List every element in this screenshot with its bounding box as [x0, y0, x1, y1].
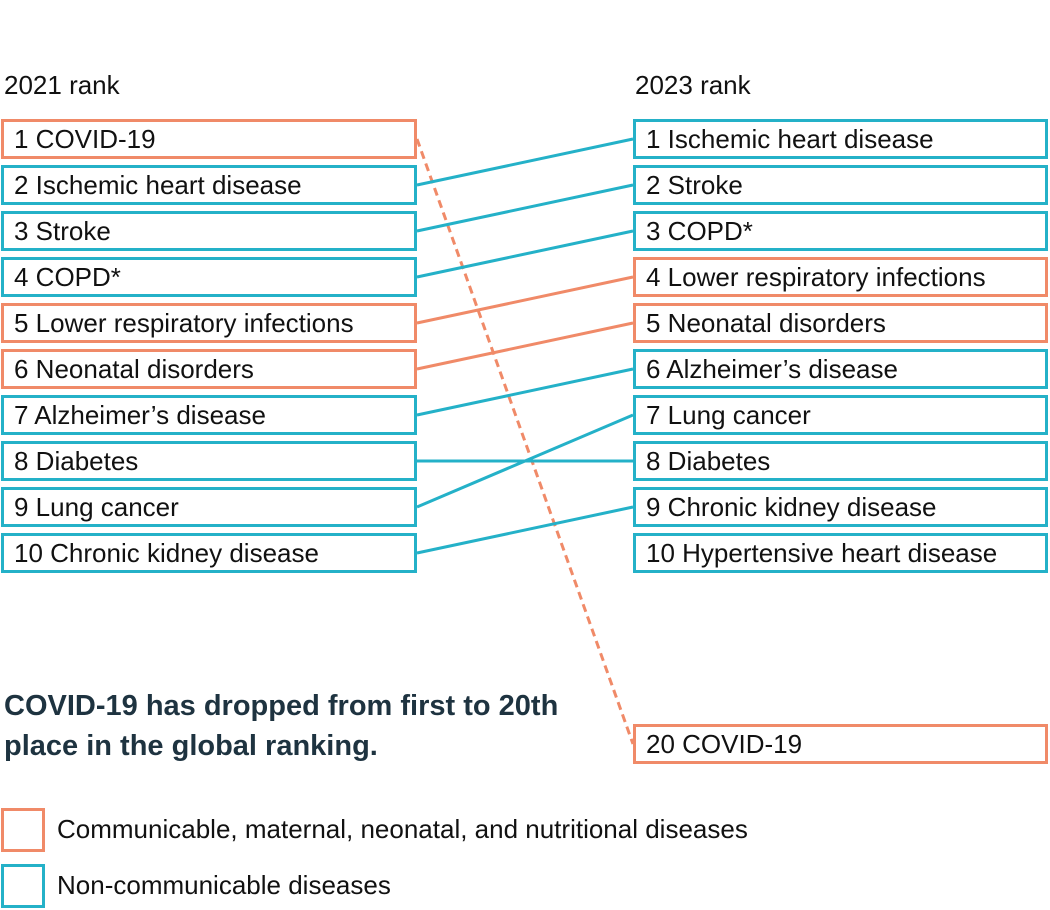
rank-2023-item-8: 8 Diabetes — [633, 441, 1048, 481]
connector-3-to-2 — [416, 183, 634, 233]
rank-2021-item-1: 1 COVID-19 — [1, 119, 417, 159]
rank-2021-item-3: 3 Stroke — [1, 211, 417, 251]
rank-2021-item-8: 8 Diabetes — [1, 441, 417, 481]
rank-2023-item-3: 3 COPD* — [633, 211, 1048, 251]
rank-2021-item-9: 9 Lung cancer — [1, 487, 417, 527]
rank-2023-item-9: 9 Chronic kidney disease — [633, 487, 1048, 527]
rank-2023-item-2: 2 Stroke — [633, 165, 1048, 205]
connector-5-to-4 — [416, 275, 634, 325]
rank-2023-item-4: 4 Lower respiratory infections — [633, 257, 1048, 297]
connector-1-to-20 — [415, 138, 635, 745]
legend-label-cmnn: Communicable, maternal, neonatal, and nu… — [57, 814, 748, 844]
connector-6-to-5 — [416, 321, 634, 371]
connector-9-to-7 — [416, 413, 634, 509]
header-2023-rank: 2023 rank — [635, 70, 751, 100]
rank-2021-item-5: 5 Lower respiratory infections — [1, 303, 417, 343]
rank-2021-item-10: 10 Chronic kidney disease — [1, 533, 417, 573]
rank-2021-item-7: 7 Alzheimer’s disease — [1, 395, 417, 435]
rank-2023-item-20: 20 COVID-19 — [633, 724, 1048, 764]
connector-7-to-6 — [416, 367, 634, 417]
connector-4-to-3 — [416, 229, 634, 279]
rank-2023-item-6: 6 Alzheimer’s disease — [633, 349, 1048, 389]
rank-2021-item-4: 4 COPD* — [1, 257, 417, 297]
rank-2023-item-7: 7 Lung cancer — [633, 395, 1048, 435]
rank-2021-item-2: 2 Ischemic heart disease — [1, 165, 417, 205]
legend-swatch-ncd — [1, 864, 45, 908]
callout-text: COVID-19 has dropped from first to 20th … — [4, 690, 559, 762]
connector-2-to-1 — [416, 137, 634, 187]
rank-2023-item-5: 5 Neonatal disorders — [633, 303, 1048, 343]
connector-10-to-9 — [416, 505, 634, 555]
rank-2023-item-1: 1 Ischemic heart disease — [633, 119, 1048, 159]
legend-swatch-cmnn — [1, 808, 45, 852]
rank-2023-item-10: 10 Hypertensive heart disease — [633, 533, 1048, 573]
header-2021-rank: 2021 rank — [4, 70, 120, 100]
rank-2021-item-6: 6 Neonatal disorders — [1, 349, 417, 389]
legend-label-ncd: Non-communicable diseases — [57, 870, 391, 900]
